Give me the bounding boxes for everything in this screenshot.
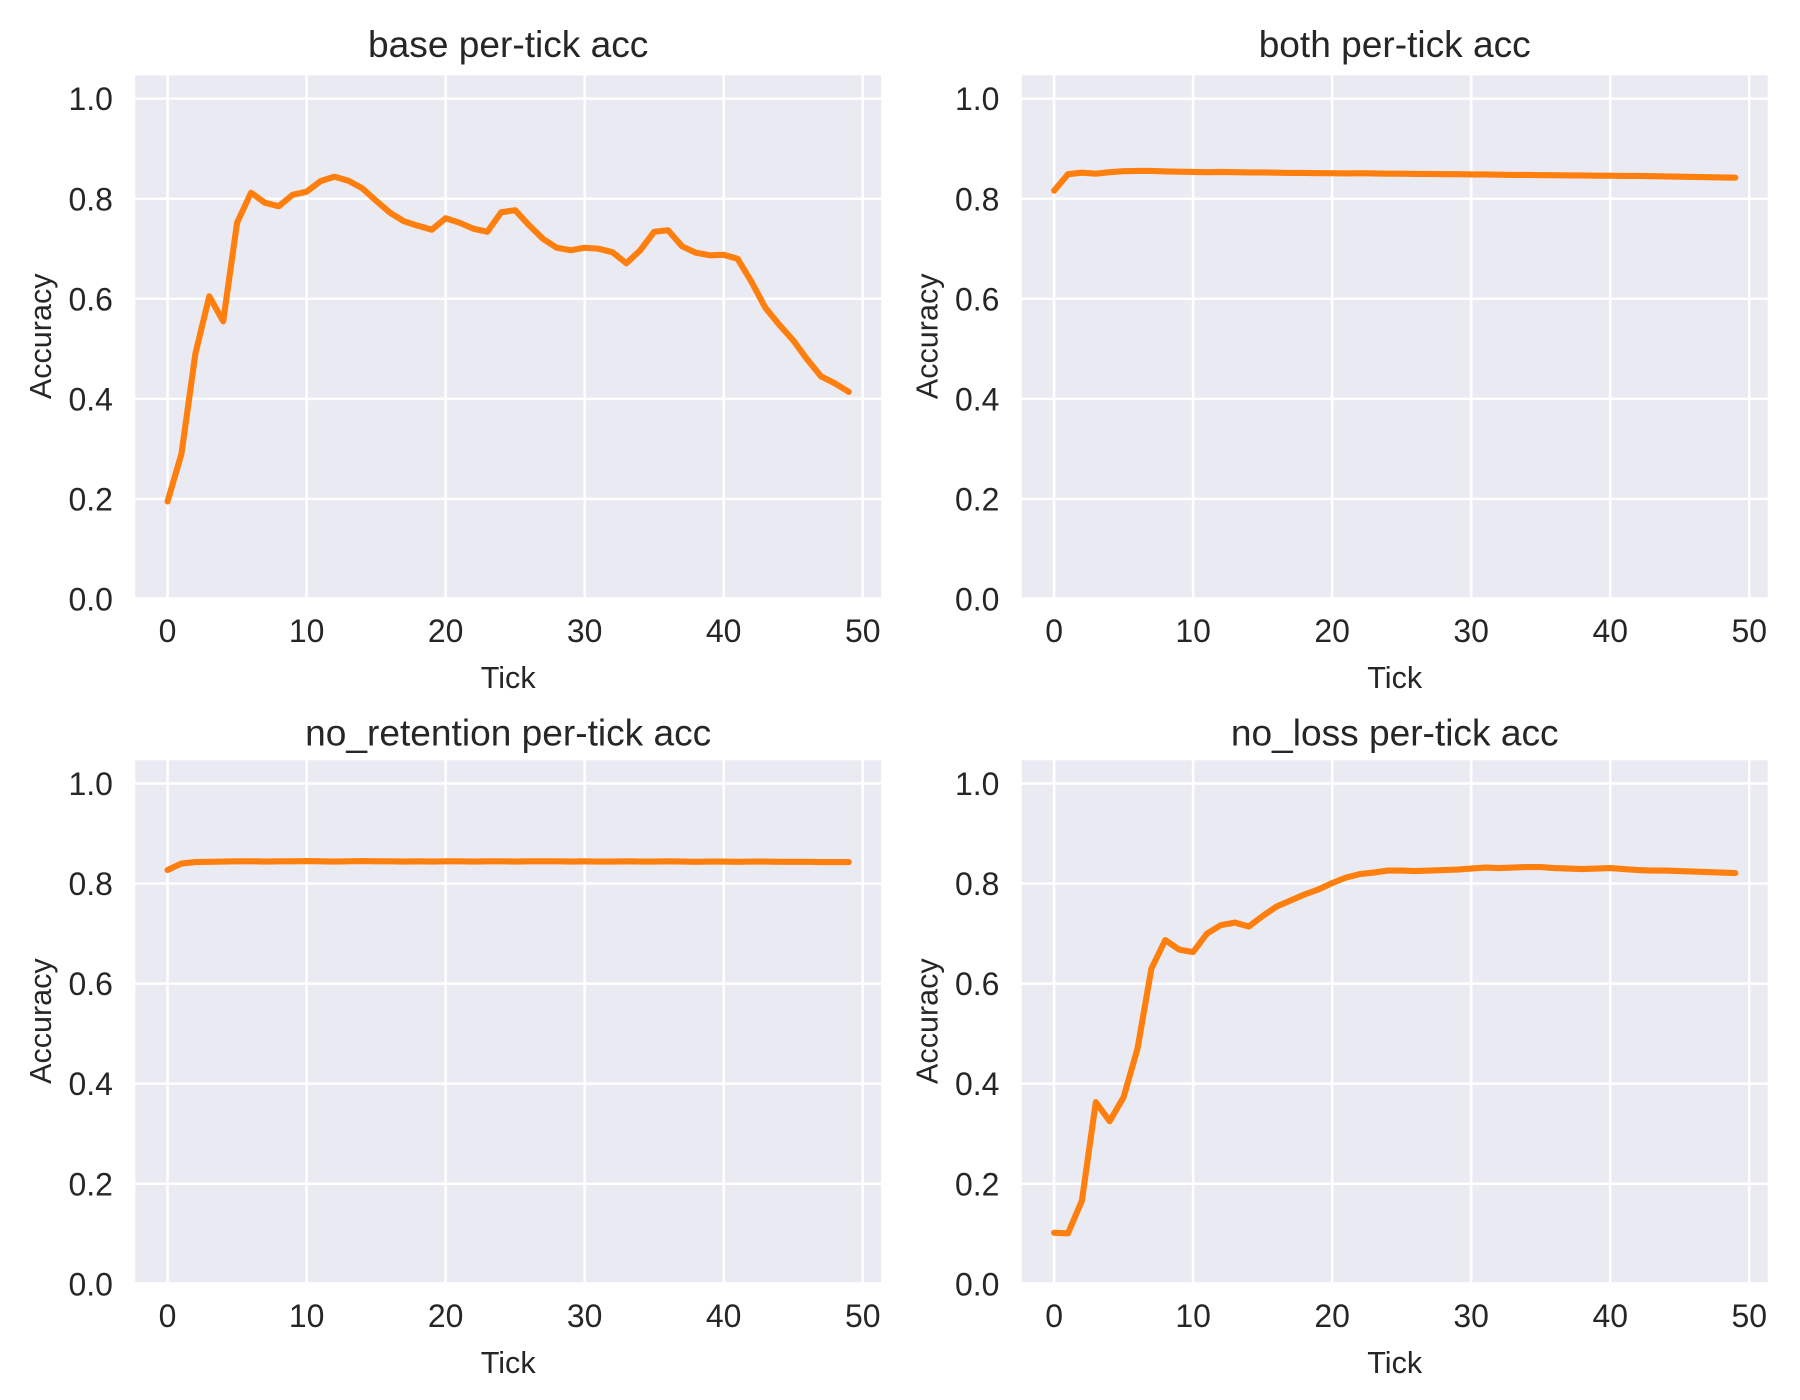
svg-text:0: 0 [1045,1298,1063,1334]
svg-text:30: 30 [1453,613,1489,649]
svg-text:both per-tick acc: both per-tick acc [1259,23,1531,65]
svg-text:Tick: Tick [1367,661,1423,695]
svg-text:50: 50 [1731,1298,1767,1334]
svg-text:50: 50 [845,1298,881,1334]
svg-text:30: 30 [567,1298,603,1334]
svg-text:Tick: Tick [1367,1346,1423,1380]
svg-text:0.8: 0.8 [955,866,999,902]
svg-text:50: 50 [1731,613,1767,649]
svg-text:0.8: 0.8 [69,181,113,217]
svg-text:50: 50 [845,613,881,649]
svg-text:Tick: Tick [481,1346,537,1380]
svg-text:40: 40 [1592,1298,1628,1334]
svg-text:0.6: 0.6 [69,966,113,1002]
svg-text:0.4: 0.4 [69,381,113,417]
svg-text:20: 20 [1314,1298,1350,1334]
svg-text:20: 20 [428,1298,464,1334]
svg-text:0: 0 [1045,613,1063,649]
svg-text:20: 20 [428,613,464,649]
svg-text:0.6: 0.6 [69,281,113,317]
svg-text:0.2: 0.2 [69,1166,113,1202]
svg-text:10: 10 [289,613,325,649]
svg-text:0.6: 0.6 [955,966,999,1002]
svg-text:0.0: 0.0 [955,582,999,618]
svg-text:Accuracy: Accuracy [24,958,58,1084]
svg-text:0.2: 0.2 [955,481,999,517]
svg-text:no_loss per-tick acc: no_loss per-tick acc [1231,712,1559,754]
svg-text:0.8: 0.8 [955,181,999,217]
svg-text:0.4: 0.4 [69,1066,113,1102]
svg-text:30: 30 [567,613,603,649]
svg-text:Accuracy: Accuracy [24,273,58,399]
svg-text:0.2: 0.2 [69,481,113,517]
svg-text:0: 0 [159,1298,177,1334]
svg-text:0: 0 [159,613,177,649]
svg-text:base per-tick acc: base per-tick acc [368,23,648,65]
svg-text:1.0: 1.0 [955,766,999,802]
svg-text:0.8: 0.8 [69,866,113,902]
svg-text:Accuracy: Accuracy [910,273,944,399]
svg-text:0.4: 0.4 [955,1066,999,1102]
svg-text:0.0: 0.0 [69,1266,113,1302]
svg-text:0.0: 0.0 [69,582,113,618]
svg-text:0.2: 0.2 [955,1166,999,1202]
svg-text:40: 40 [706,1298,742,1334]
svg-text:30: 30 [1453,1298,1489,1334]
svg-text:0.4: 0.4 [955,381,999,417]
svg-text:10: 10 [1175,1298,1211,1334]
svg-text:0.6: 0.6 [955,281,999,317]
svg-text:10: 10 [289,1298,325,1334]
svg-text:1.0: 1.0 [955,81,999,117]
svg-text:20: 20 [1314,613,1350,649]
svg-text:Accuracy: Accuracy [910,958,944,1084]
svg-text:1.0: 1.0 [69,766,113,802]
svg-text:1.0: 1.0 [69,81,113,117]
svg-text:40: 40 [706,613,742,649]
svg-text:no_retention per-tick acc: no_retention per-tick acc [305,712,711,754]
svg-text:Tick: Tick [481,661,537,695]
svg-text:10: 10 [1175,613,1211,649]
svg-text:0.0: 0.0 [955,1266,999,1302]
svg-text:40: 40 [1592,613,1628,649]
